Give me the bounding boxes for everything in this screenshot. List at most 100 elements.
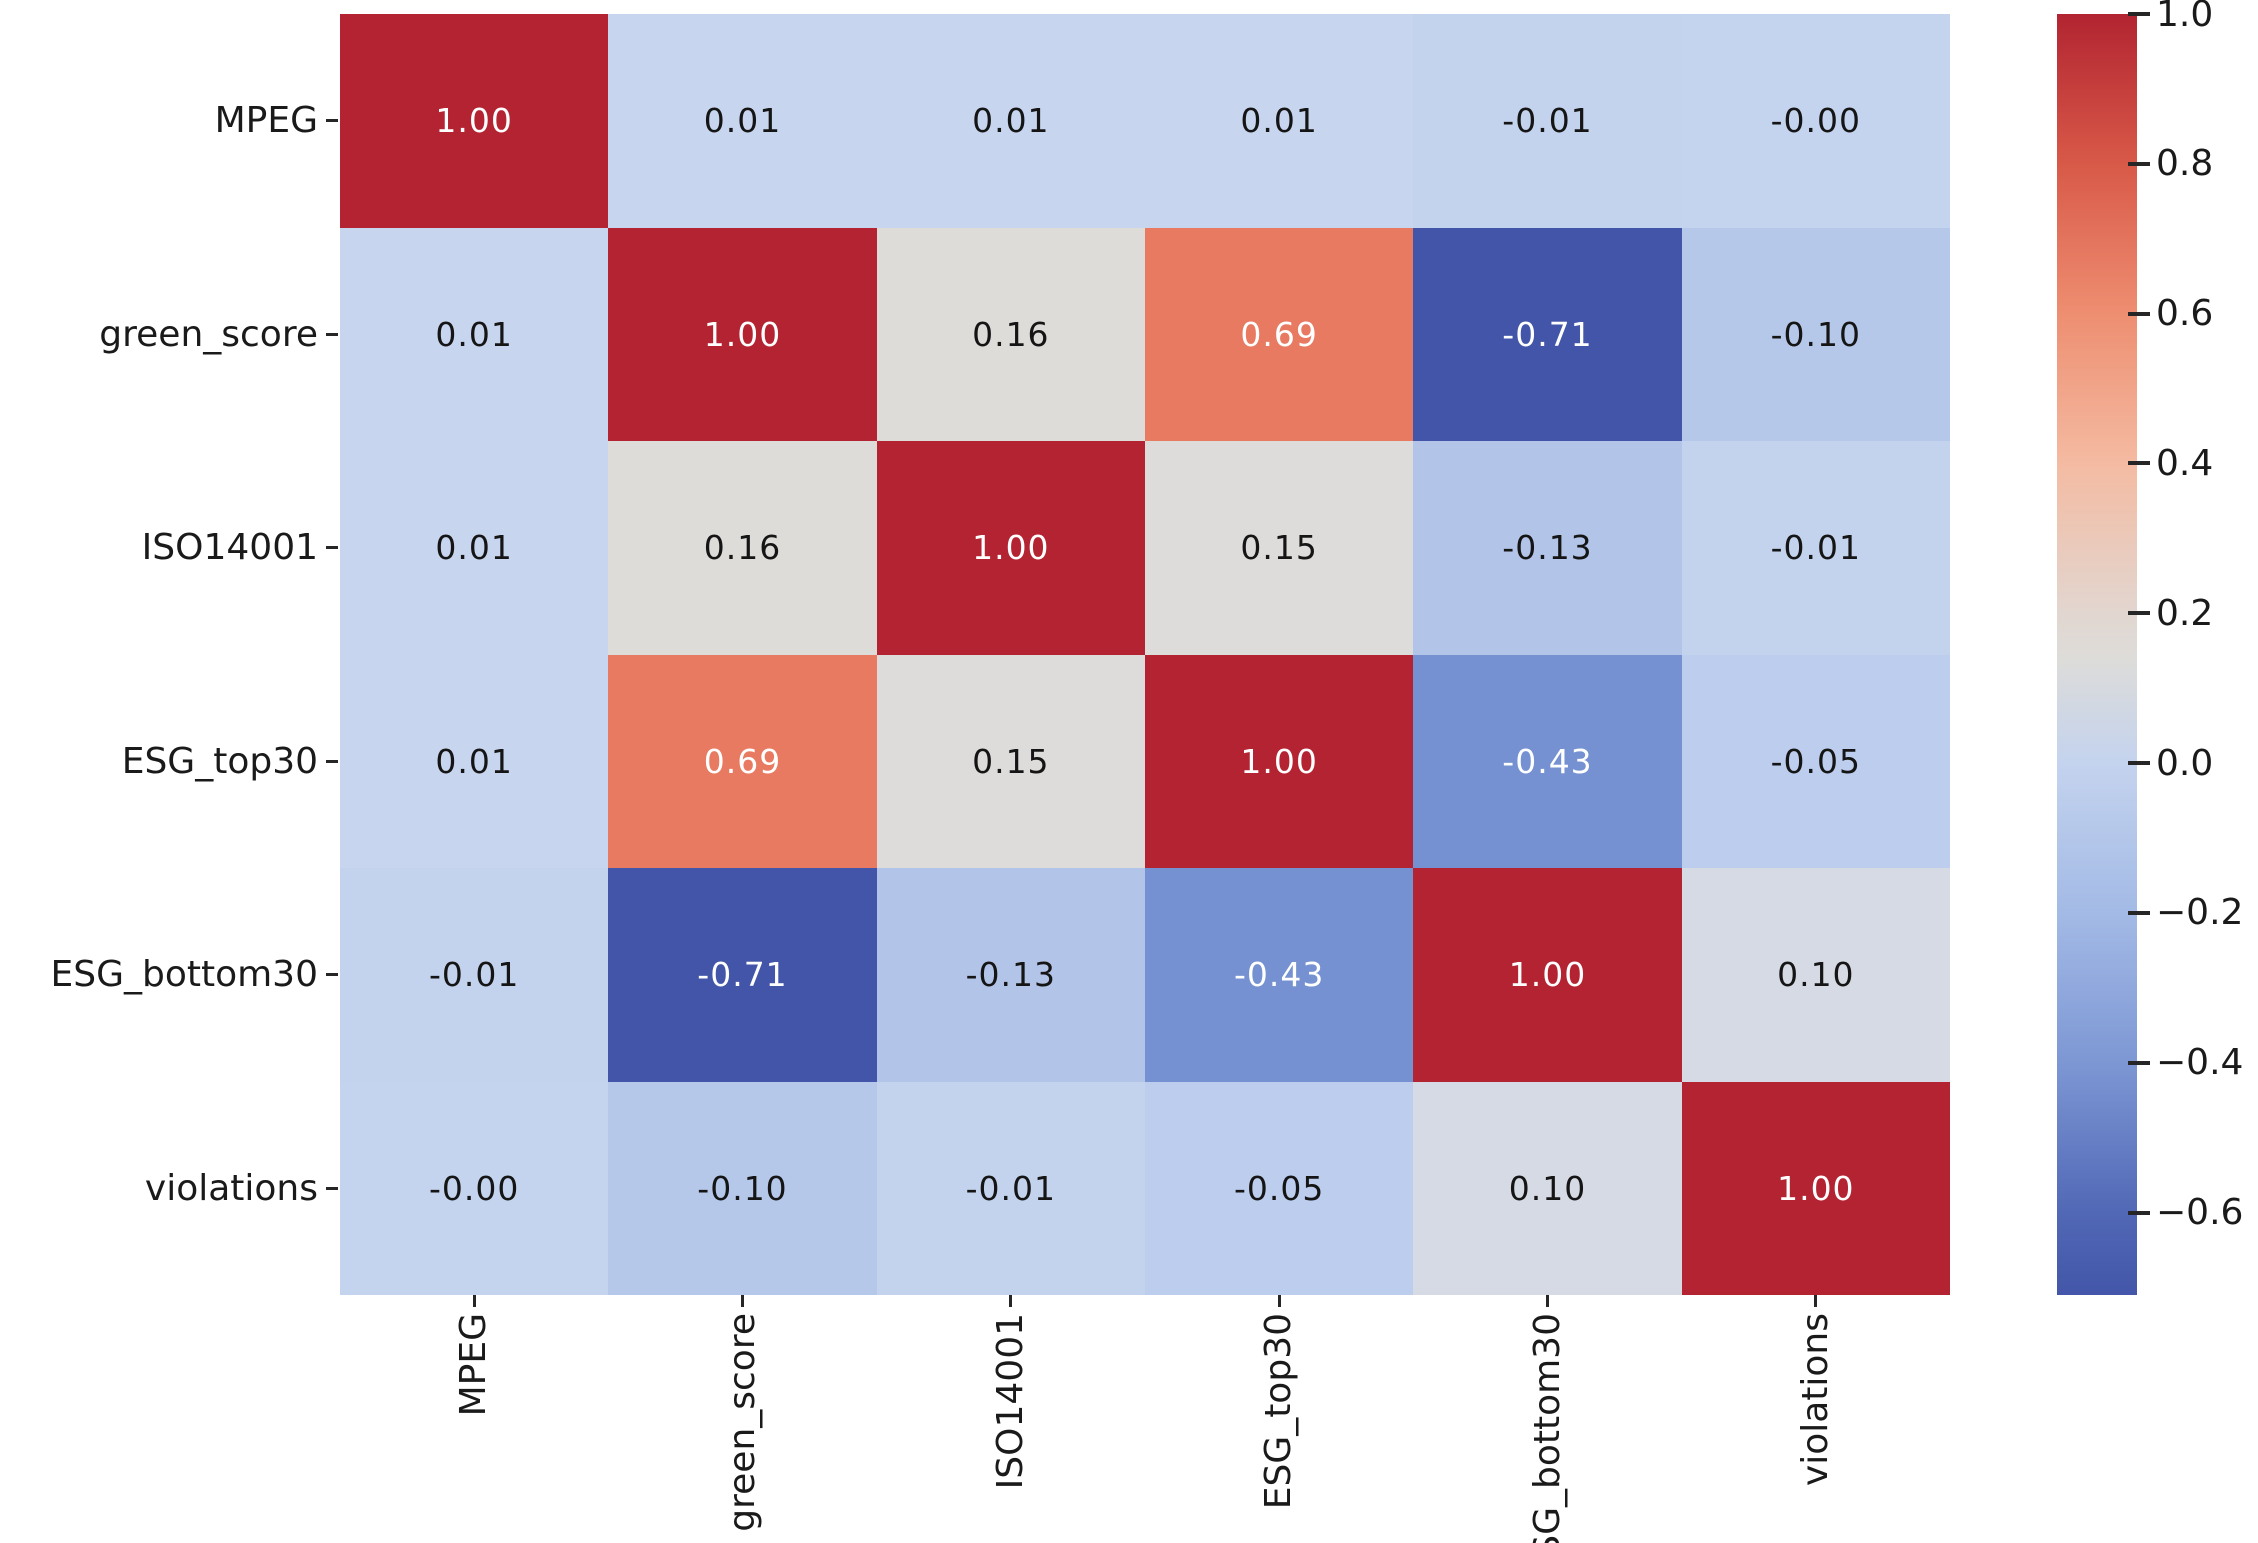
y-tick-mark xyxy=(326,119,338,123)
x-tick-mark xyxy=(1814,1295,1818,1307)
heatmap-cell-MPEG-ESG_top30: 0.01 xyxy=(1145,14,1414,228)
x-tick-mark xyxy=(1009,1295,1013,1307)
cell-value: -0.01 xyxy=(965,1168,1057,1208)
cell-value: 1.00 xyxy=(703,314,782,354)
cell-value: 0.69 xyxy=(703,741,782,781)
heatmap-cell-ISO14001-violations: -0.01 xyxy=(1681,441,1950,655)
colorbar-tick-mark xyxy=(2128,311,2150,316)
cell-value: 0.10 xyxy=(1777,955,1855,995)
colorbar-tick-mark xyxy=(2128,611,2150,616)
cell-value: 0.69 xyxy=(1240,314,1318,354)
cell-value: 0.16 xyxy=(703,528,782,568)
x-tick-mark xyxy=(741,1295,744,1307)
heatmap-cell-ESG_top30-ESG_top30: 1.00 xyxy=(1145,654,1414,868)
cell-value: 0.01 xyxy=(435,528,513,568)
heatmap-cell-green_score-ISO14001: 0.16 xyxy=(876,227,1145,441)
cell-value: -0.10 xyxy=(697,1168,788,1208)
colorbar-tick-label: 1.0 xyxy=(2156,0,2214,35)
cell-value: 1.00 xyxy=(1777,1168,1855,1208)
cell-value: 0.01 xyxy=(1240,101,1318,141)
x-tick-mark xyxy=(472,1295,476,1307)
heatmap-cell-green_score-green_score: 1.00 xyxy=(608,227,877,441)
cell-value: 0.01 xyxy=(435,741,513,781)
heatmap-cell-ISO14001-green_score: 0.16 xyxy=(608,441,877,655)
heatmap-cell-violations-MPEG: -0.00 xyxy=(340,1081,609,1295)
heatmap-cell-ISO14001-ESG_bottom30: -0.13 xyxy=(1413,441,1682,655)
cell-value: -0.13 xyxy=(1502,528,1593,568)
cell-value: 0.15 xyxy=(1240,528,1318,568)
col-label-violations: violations xyxy=(1794,1313,1836,1487)
col-label-ESG_top30: ESG_top30 xyxy=(1258,1313,1300,1510)
heatmap-cell-MPEG-MPEG: 1.00 xyxy=(340,14,609,228)
heatmap-cell-ESG_bottom30-ISO14001: -0.13 xyxy=(876,868,1145,1082)
colorbar-tick-label: 0.0 xyxy=(2156,742,2214,784)
row-label-ISO14001: ISO14001 xyxy=(141,527,318,569)
colorbar-tick-mark xyxy=(2128,161,2150,166)
cell-value: -0.71 xyxy=(1502,314,1593,354)
heatmap-cell-MPEG-green_score: 0.01 xyxy=(608,14,877,228)
heatmap-plot-area: 1.00 0.01 0.01 0.01 -0.01 -0.00 0.01 1.00 0.16 0.… xyxy=(340,14,1950,1295)
row-label-green_score: green_score xyxy=(99,313,318,355)
x-tick-mark xyxy=(1277,1295,1281,1307)
cell-value: 0.01 xyxy=(972,101,1050,141)
colorbar-tick-label: −0.6 xyxy=(2156,1192,2244,1234)
col-label-MPEG: MPEG xyxy=(453,1313,495,1417)
cell-value: -0.13 xyxy=(965,955,1057,995)
cell-value: -0.01 xyxy=(428,955,520,995)
heatmap-cell-ESG_top30-violations: -0.05 xyxy=(1681,654,1950,868)
cell-value: 0.10 xyxy=(1508,1168,1587,1208)
heatmap-cell-ISO14001-ISO14001: 1.00 xyxy=(876,441,1145,655)
heatmap-cell-violations-ESG_bottom30: 0.10 xyxy=(1413,1081,1682,1295)
heatmap-cell-ESG_bottom30-MPEG: -0.01 xyxy=(340,868,609,1082)
cell-value: -0.43 xyxy=(1502,741,1593,781)
colorbar-tick-mark xyxy=(2128,1060,2150,1065)
colorbar-tick-label: 0.4 xyxy=(2156,442,2214,484)
col-label-green_score: green_score xyxy=(721,1313,763,1532)
colorbar-tick-label: 0.2 xyxy=(2156,592,2214,634)
cell-value: 1.00 xyxy=(1508,955,1587,995)
cell-value: -0.00 xyxy=(428,1168,520,1208)
y-tick-mark xyxy=(326,546,338,550)
heatmap-cell-MPEG-ESG_bottom30: -0.01 xyxy=(1413,14,1682,228)
colorbar-tick-label: 0.6 xyxy=(2156,293,2214,335)
y-tick-mark xyxy=(326,759,338,763)
col-label-ESG_bottom30: ESG_bottom30 xyxy=(1526,1313,1568,1543)
heatmap-cell-MPEG-violations: -0.00 xyxy=(1681,14,1950,228)
heatmap-cell-green_score-violations: -0.10 xyxy=(1681,227,1950,441)
cell-value: -0.71 xyxy=(697,955,788,995)
heatmap-cell-ISO14001-ESG_top30: 0.15 xyxy=(1145,441,1414,655)
heatmap-cell-ISO14001-MPEG: 0.01 xyxy=(340,441,609,655)
cell-value: 0.15 xyxy=(972,741,1050,781)
cell-value: -0.01 xyxy=(1770,528,1862,568)
cell-value: 0.16 xyxy=(972,314,1050,354)
heatmap-cell-violations-ESG_top30: -0.05 xyxy=(1145,1081,1414,1295)
colorbar xyxy=(2057,14,2137,1295)
y-tick-mark xyxy=(326,973,338,977)
row-label-violations: violations xyxy=(144,1167,318,1209)
row-label-ESG_top30: ESG_top30 xyxy=(121,740,318,782)
x-tick-mark xyxy=(1546,1295,1549,1307)
row-label-MPEG: MPEG xyxy=(214,100,318,142)
heatmap-cell-MPEG-ISO14001: 0.01 xyxy=(876,14,1145,228)
colorbar-tick-label: 0.8 xyxy=(2156,143,2214,185)
heatmap-cell-ESG_top30-green_score: 0.69 xyxy=(608,654,877,868)
heatmap-cell-green_score-ESG_top30: 0.69 xyxy=(1145,227,1414,441)
y-tick-mark xyxy=(326,332,338,336)
cell-value: 0.01 xyxy=(435,314,513,354)
colorbar-tick-mark xyxy=(2128,12,2150,16)
cell-value: -0.01 xyxy=(1502,101,1593,141)
cell-value: -0.05 xyxy=(1233,1168,1325,1208)
cell-value: -0.00 xyxy=(1770,101,1862,141)
heatmap-cell-ESG_bottom30-green_score: -0.71 xyxy=(608,868,877,1082)
colorbar-tick-mark xyxy=(2128,461,2150,466)
colorbar-tick-label: −0.4 xyxy=(2156,1042,2244,1084)
colorbar-tick-mark xyxy=(2128,1210,2150,1215)
cell-value: -0.10 xyxy=(1770,314,1862,354)
y-tick-mark xyxy=(326,1186,338,1190)
row-label-ESG_bottom30: ESG_bottom30 xyxy=(50,954,318,996)
heatmap-cell-violations-violations: 1.00 xyxy=(1681,1081,1950,1295)
heatmap-cell-ESG_top30-MPEG: 0.01 xyxy=(340,654,609,868)
cell-value: 1.00 xyxy=(1240,741,1318,781)
col-label-ISO14001: ISO14001 xyxy=(989,1313,1031,1490)
